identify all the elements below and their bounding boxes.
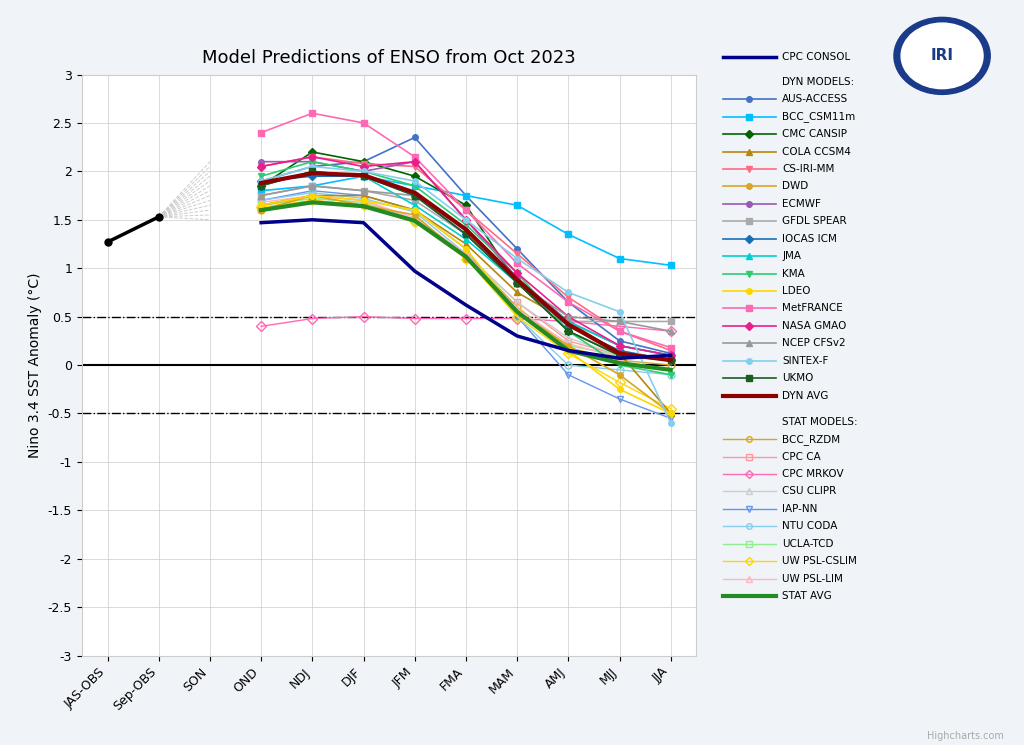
Text: BCC_CSM11m: BCC_CSM11m xyxy=(782,111,855,122)
Text: NTU CODA: NTU CODA xyxy=(782,522,838,531)
Text: GFDL SPEAR: GFDL SPEAR xyxy=(782,216,847,226)
Text: BCC_RZDM: BCC_RZDM xyxy=(782,434,841,445)
Text: DYN AVG: DYN AVG xyxy=(782,390,828,401)
Text: DWD: DWD xyxy=(782,181,808,191)
Text: UKMO: UKMO xyxy=(782,373,813,383)
Circle shape xyxy=(901,23,983,89)
Text: IRI: IRI xyxy=(931,48,953,63)
Text: CPC MRKOV: CPC MRKOV xyxy=(782,469,844,479)
Text: COLA CCSM4: COLA CCSM4 xyxy=(782,147,851,156)
Text: STAT AVG: STAT AVG xyxy=(782,591,831,601)
Text: NCEP CFSv2: NCEP CFSv2 xyxy=(782,338,846,348)
Text: CMC CANSIP: CMC CANSIP xyxy=(782,129,847,139)
Y-axis label: Nino 3.4 SST Anomaly (°C): Nino 3.4 SST Anomaly (°C) xyxy=(28,273,42,457)
Text: UW PSL-LIM: UW PSL-LIM xyxy=(782,574,843,583)
Text: SINTEX-F: SINTEX-F xyxy=(782,355,828,366)
Text: KMA: KMA xyxy=(782,268,805,279)
Text: DYN MODELS:: DYN MODELS: xyxy=(782,77,854,86)
Text: IAP-NN: IAP-NN xyxy=(782,504,817,514)
Text: STAT MODELS:: STAT MODELS: xyxy=(782,416,858,427)
Title: Model Predictions of ENSO from Oct 2023: Model Predictions of ENSO from Oct 2023 xyxy=(203,49,575,67)
Text: CPC CA: CPC CA xyxy=(782,451,821,462)
Text: NASA GMAO: NASA GMAO xyxy=(782,321,847,331)
Text: ECMWF: ECMWF xyxy=(782,199,821,209)
Text: MetFRANCE: MetFRANCE xyxy=(782,303,843,314)
Text: AUS-ACCESS: AUS-ACCESS xyxy=(782,94,848,104)
Text: LDEO: LDEO xyxy=(782,286,811,296)
Text: Highcharts.com: Highcharts.com xyxy=(927,732,1004,741)
Circle shape xyxy=(894,17,990,95)
Text: IOCAS ICM: IOCAS ICM xyxy=(782,234,837,244)
Text: JMA: JMA xyxy=(782,251,801,261)
Text: CS-IRI-MM: CS-IRI-MM xyxy=(782,164,835,174)
Text: UCLA-TCD: UCLA-TCD xyxy=(782,539,834,549)
Text: CSU CLIPR: CSU CLIPR xyxy=(782,486,837,496)
Text: UW PSL-CSLIM: UW PSL-CSLIM xyxy=(782,557,857,566)
Text: CPC CONSOL: CPC CONSOL xyxy=(782,52,850,63)
